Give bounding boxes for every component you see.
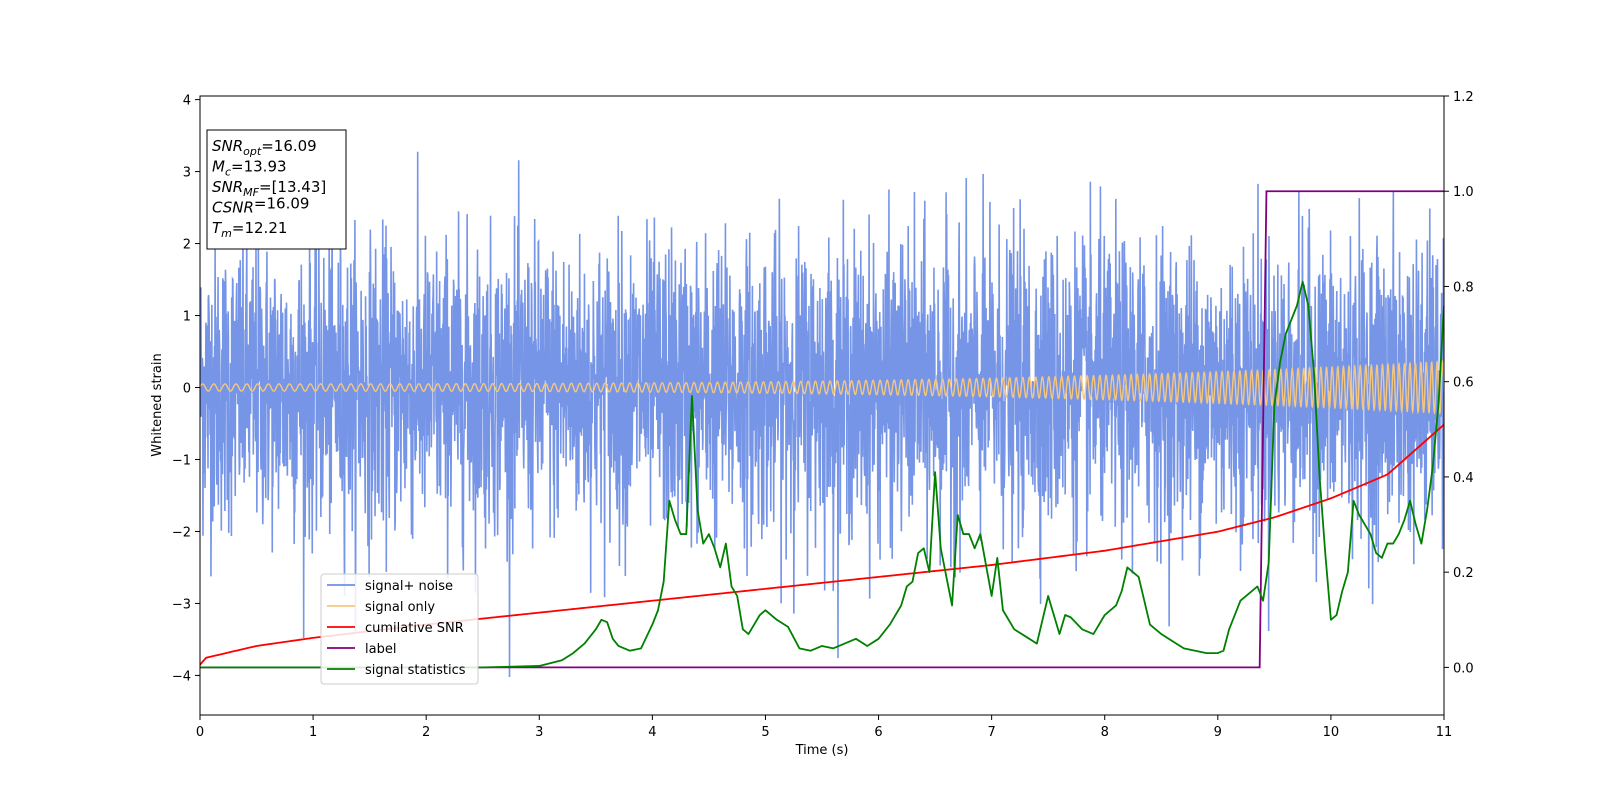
info-value: =16.09 xyxy=(254,195,310,213)
y-right-tick-label: 1.2 xyxy=(1453,90,1474,105)
x-tick-label: 6 xyxy=(874,725,882,740)
x-tick-label: 0 xyxy=(196,725,204,740)
y-right-tick-label: 0.8 xyxy=(1453,280,1474,295)
legend: signal+ noise signal only cumilative SNR la… xyxy=(320,573,479,685)
info-symbol: T xyxy=(212,219,223,237)
x-tick-label: 5 xyxy=(761,725,769,740)
info-box-line: Mc=13.93 xyxy=(212,158,287,179)
info-box-line: CSNR=16.09 xyxy=(212,195,309,217)
x-tick-label: 2 xyxy=(422,725,430,740)
y-left-tick-label: −3 xyxy=(172,597,191,612)
info-symbol: SNR xyxy=(212,137,243,155)
x-tick-label: 7 xyxy=(987,725,995,740)
x-tick-label: 11 xyxy=(1436,725,1453,740)
series-signal-only xyxy=(200,359,1444,416)
plot-frame xyxy=(199,95,1445,716)
y-right-tick-label: 0.4 xyxy=(1453,471,1474,486)
info-value: =13.93 xyxy=(231,158,287,176)
y-left-tick-label: −2 xyxy=(172,525,191,540)
series-signal-statistics xyxy=(200,280,1444,669)
info-value: =12.21 xyxy=(232,219,288,237)
info-box-frame xyxy=(206,129,347,250)
info-box-line: SNRopt=16.09 xyxy=(212,137,317,158)
legend-label: label xyxy=(365,642,396,657)
info-subscript: c xyxy=(225,166,231,179)
y-left-tick-label: −4 xyxy=(172,669,191,684)
x-tick-label: 1 xyxy=(309,725,317,740)
y-axis-label: Whitened strain xyxy=(150,353,165,456)
info-box: SNRopt=16.09Mc=13.93SNRMF=[13.43]CSNR=16… xyxy=(206,129,347,250)
info-value: =16.09 xyxy=(261,137,317,155)
legend-frame xyxy=(320,573,479,685)
series-signal-noise xyxy=(200,151,1444,677)
y-left-tick-label: 1 xyxy=(183,310,191,325)
y-left-tick-label: 3 xyxy=(183,166,191,181)
x-tick-label: 8 xyxy=(1101,725,1109,740)
y-axis-left: −4 −3 −2 −1 0 1 2 3 4 xyxy=(172,94,200,684)
legend-label: cumilative SNR xyxy=(365,621,464,636)
x-axis: 0 1 2 3 4 5 6 7 8 9 10 11 xyxy=(196,715,1452,740)
legend-label: signal+ noise xyxy=(365,579,453,594)
x-tick-label: 10 xyxy=(1323,725,1340,740)
x-axis-label: Time (s) xyxy=(795,743,849,758)
x-tick-label: 4 xyxy=(648,725,656,740)
info-symbol: CSNR xyxy=(212,199,254,217)
y-right-tick-label: 0.6 xyxy=(1453,376,1474,391)
x-tick-label: 3 xyxy=(535,725,543,740)
y-right-tick-label: 0.0 xyxy=(1453,661,1474,676)
series-label xyxy=(200,190,1444,669)
y-right-tick-label: 0.2 xyxy=(1453,566,1474,581)
info-box-line: SNRMF=[13.43] xyxy=(212,178,326,199)
info-symbol: M xyxy=(212,158,225,176)
info-subscript: opt xyxy=(243,145,262,158)
y-left-tick-label: 2 xyxy=(183,238,191,253)
x-tick-label: 9 xyxy=(1214,725,1222,740)
legend-label: signal statistics xyxy=(365,663,466,678)
info-subscript: m xyxy=(221,227,232,240)
y-left-tick-label: −1 xyxy=(172,453,191,468)
info-value: =[13.43] xyxy=(259,178,326,196)
info-symbol: SNR xyxy=(212,178,243,196)
y-left-tick-label: 4 xyxy=(183,94,191,109)
y-left-tick-label: 0 xyxy=(183,382,191,397)
y-axis-right: 0.0 0.2 0.4 0.6 0.8 1.0 1.2 xyxy=(1444,90,1474,676)
legend-label: signal only xyxy=(365,600,435,615)
info-subscript: MF xyxy=(243,186,259,199)
info-box-line: Tm=12.21 xyxy=(212,219,287,240)
y-right-tick-label: 1.0 xyxy=(1453,185,1474,200)
